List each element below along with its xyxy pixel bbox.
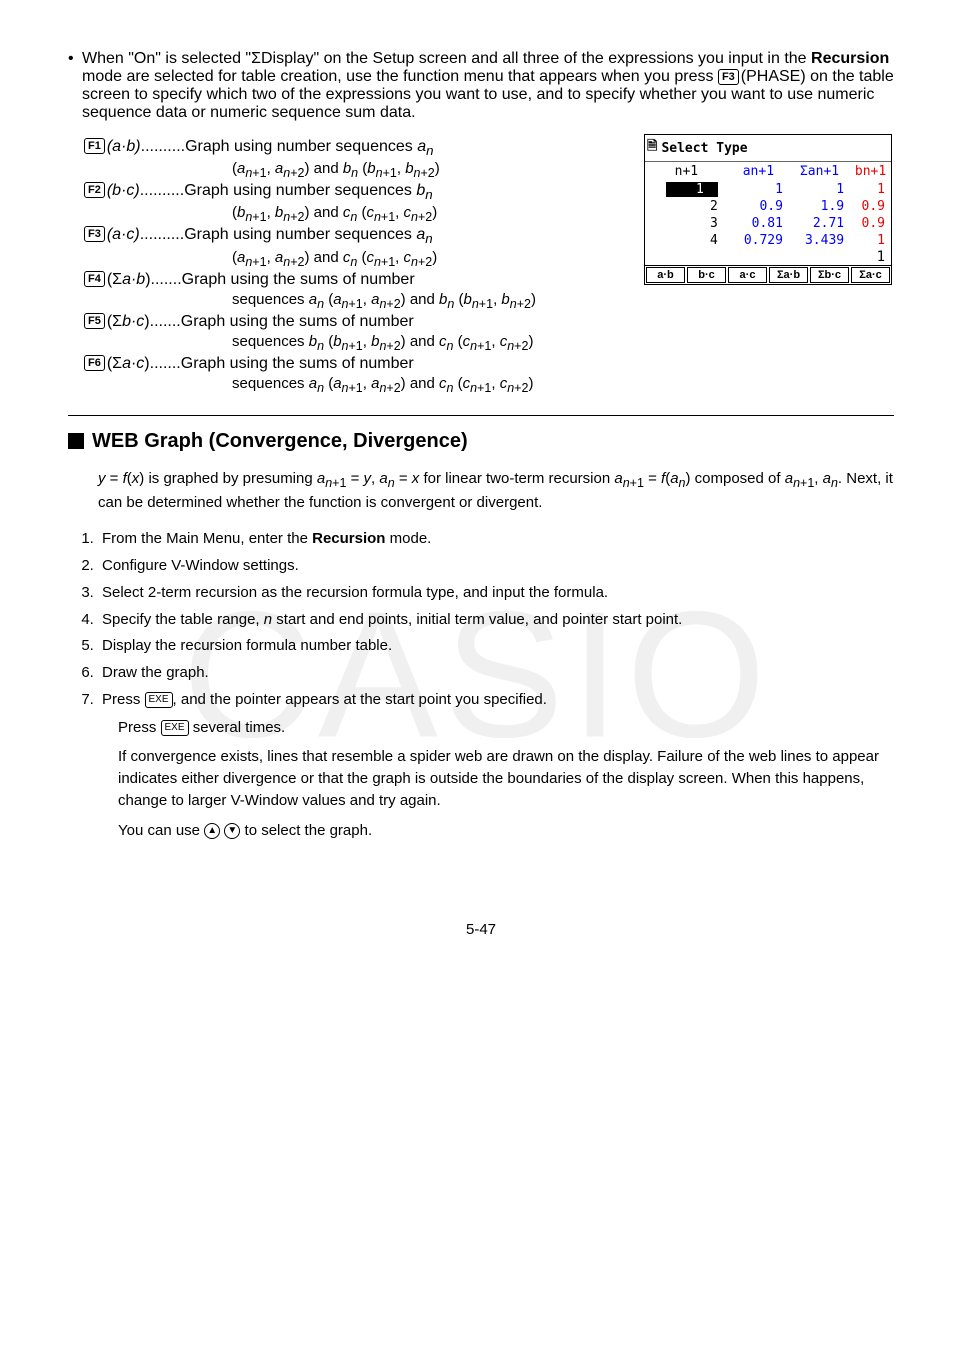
f6-key: F6 — [84, 355, 105, 371]
f5-desc: Graph using the sums of number — [181, 313, 414, 331]
exe-key: EXE — [161, 720, 189, 736]
f3-dots: .......... — [140, 226, 184, 244]
calc-footer-tabs: a·b b·c a·c Σa·b Σb·c Σa·c — [645, 265, 891, 284]
f1-key: F1 — [84, 138, 105, 154]
divider — [68, 415, 894, 416]
arrow-note: You can use ▲ ▼ to select the graph. — [118, 820, 894, 842]
calc-tab: a·c — [728, 267, 767, 283]
f2-desc: Graph using number sequences bn — [184, 182, 432, 202]
f3-arg: (a·c) — [107, 226, 140, 244]
f3-key-inline: F3 — [718, 69, 739, 85]
f2-dots: .......... — [140, 182, 184, 200]
step-7b: Press EXE several times. — [118, 717, 894, 739]
fn-row-f4: F4 (Σa·b) ....... Graph using the sums o… — [84, 271, 624, 289]
f4-sub: sequences an (an+1, an+2) and bn (bn+1, … — [232, 291, 624, 311]
intro-text-1: When "On" is selected "ΣDisplay" on the … — [82, 50, 811, 67]
fn-row-f1: F1 (a·b) .......... Graph using number s… — [84, 138, 624, 158]
f3-key: F3 — [84, 226, 105, 242]
f6-sub: sequences an (an+1, an+2) and cn (cn+1, … — [232, 375, 624, 395]
fn-row-f2: F2 (b·c) .......... Graph using number s… — [84, 182, 624, 202]
calc-h3: Σan+1 — [789, 162, 850, 181]
lock-icon: 🗎 — [647, 137, 657, 159]
function-key-list: F1 (a·b) .......... Graph using number s… — [84, 138, 624, 395]
f2-arg: (b·c) — [107, 182, 140, 200]
f6-desc: Graph using the sums of number — [181, 355, 414, 373]
step-3: Select 2-term recursion as the recursion… — [98, 582, 894, 604]
f5-arg: (Σb·c) — [107, 313, 150, 331]
intro-bold: Recursion — [811, 50, 889, 67]
step-6: Draw the graph. — [98, 662, 894, 684]
intro-text-2: mode are selected for table creation, us… — [82, 68, 718, 85]
calculator-screenshot: 🗎 Select Type n+1 an+1 Σan+1 bn+1 1 1 — [644, 134, 892, 285]
section-title: WEB Graph (Convergence, Divergence) — [92, 430, 468, 453]
up-arrow-key: ▲ — [204, 823, 220, 839]
step-4: Specify the table range, n start and end… — [98, 609, 894, 631]
f2-key: F2 — [84, 182, 105, 198]
calc-tab: b·c — [687, 267, 726, 283]
step-1: From the Main Menu, enter the Recursion … — [98, 528, 894, 550]
section-heading: WEB Graph (Convergence, Divergence) — [68, 430, 894, 453]
f3-desc: Graph using number sequences an — [184, 226, 432, 246]
calc-h2: an+1 — [728, 162, 789, 181]
f6-arg: (Σa·c) — [107, 355, 150, 373]
table-row: 3 0.81 2.71 0.9 — [645, 215, 891, 232]
f4-dots: ....... — [151, 271, 182, 289]
calc-tab: Σa·b — [769, 267, 808, 283]
calc-h1: n+1 — [645, 162, 728, 181]
convergence-note: If convergence exists, lines that resemb… — [118, 746, 894, 811]
fn-row-f5: F5 (Σb·c) ....... Graph using the sums o… — [84, 313, 624, 331]
f1-sub: (an+1, an+2) and bn (bn+1, bn+2) — [232, 160, 624, 180]
f5-dots: ....... — [150, 313, 181, 331]
f4-key: F4 — [84, 271, 105, 287]
intro-paragraph: • When "On" is selected "ΣDisplay" on th… — [68, 50, 894, 122]
fn-row-f3: F3 (a·c) .......... Graph using number s… — [84, 226, 624, 246]
steps-list: From the Main Menu, enter the Recursion … — [98, 528, 894, 710]
exe-key: EXE — [145, 692, 173, 708]
step-5: Display the recursion formula number tab… — [98, 635, 894, 657]
bullet: • — [68, 50, 82, 122]
calc-h4: bn+1 — [850, 162, 891, 181]
calc-edit-value: 1 — [645, 249, 891, 265]
f1-desc: Graph using number sequences an — [185, 138, 433, 158]
calc-title: Select Type — [661, 141, 747, 156]
f4-desc: Graph using the sums of number — [182, 271, 415, 289]
f6-dots: ....... — [150, 355, 181, 373]
f5-key: F5 — [84, 313, 105, 329]
section-intro: y = f(x) is graphed by presuming an+1 = … — [98, 468, 894, 514]
step-7: Press EXE, and the pointer appears at th… — [98, 689, 894, 711]
page-number: 5-47 — [68, 921, 894, 938]
f3-sub: (an+1, an+2) and cn (cn+1, cn+2) — [232, 249, 624, 269]
step-2: Configure V-Window settings. — [98, 555, 894, 577]
table-row: 4 0.729 3.439 1 — [645, 232, 891, 249]
f5-sub: sequences bn (bn+1, bn+2) and cn (cn+1, … — [232, 333, 624, 353]
fn-row-f6: F6 (Σa·c) ....... Graph using the sums o… — [84, 355, 624, 373]
table-row: 2 0.9 1.9 0.9 — [645, 198, 891, 215]
f1-dots: .......... — [141, 138, 185, 156]
f4-arg: (Σa·b) — [107, 271, 151, 289]
calc-tab: Σa·c — [851, 267, 890, 283]
table-row: 1 1 1 1 — [645, 181, 891, 198]
calc-tab: Σb·c — [810, 267, 849, 283]
down-arrow-key: ▼ — [224, 823, 240, 839]
f1-arg: (a·b) — [107, 138, 141, 156]
section-marker — [68, 433, 84, 449]
calc-table: n+1 an+1 Σan+1 bn+1 1 1 1 1 2 — [645, 162, 891, 249]
calc-tab: a·b — [646, 267, 685, 283]
f2-sub: (bn+1, bn+2) and cn (cn+1, cn+2) — [232, 204, 624, 224]
